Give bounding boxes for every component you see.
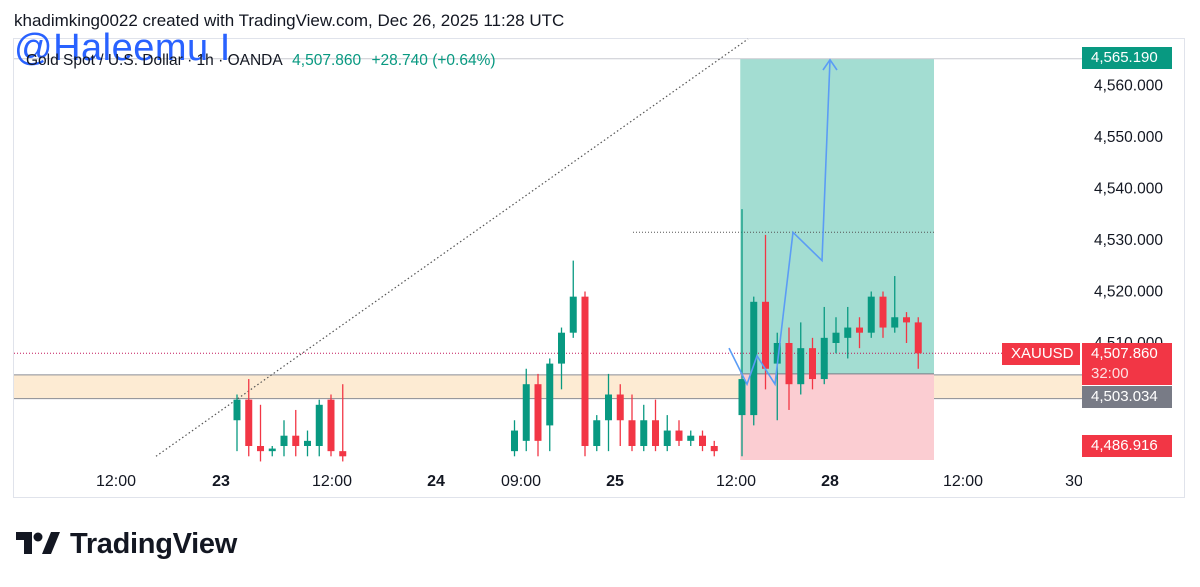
candle-body bbox=[304, 440, 311, 446]
candle-body bbox=[511, 430, 518, 452]
ticker-badge: XAUUSD bbox=[1002, 343, 1080, 365]
symbol-change: +28.740 (+0.64%) bbox=[371, 52, 496, 69]
candle-body bbox=[268, 448, 276, 452]
candle-body bbox=[914, 322, 922, 354]
x-axis-tick-label: 23 bbox=[212, 473, 230, 490]
candle-body bbox=[879, 296, 887, 328]
candle-body bbox=[750, 301, 758, 416]
candle-body bbox=[522, 384, 530, 441]
candle-body bbox=[856, 327, 863, 333]
candle-body bbox=[546, 363, 554, 426]
symbol-name: Gold Spot / U.S. Dollar · 1h · OANDA bbox=[26, 52, 282, 69]
x-axis-tick-label: 30 bbox=[1065, 473, 1083, 490]
loss-zone bbox=[740, 373, 934, 460]
tradingview-logo-text: TradingView bbox=[70, 527, 237, 560]
candle-body bbox=[891, 317, 899, 328]
x-axis-tick-label: 25 bbox=[606, 473, 624, 490]
candle-body bbox=[292, 435, 300, 446]
symbol-legend[interactable]: Gold Spot / U.S. Dollar · 1h · OANDA 4,5… bbox=[26, 52, 496, 70]
chart-frame[interactable] bbox=[13, 38, 1185, 498]
x-axis-tick-label: 24 bbox=[427, 473, 445, 490]
y-axis-tick-label: 4,540.000 bbox=[1094, 181, 1163, 198]
x-axis-right-mask bbox=[1082, 467, 1182, 497]
candle-body bbox=[605, 394, 612, 421]
candle-body bbox=[762, 301, 769, 369]
candle-body bbox=[593, 420, 601, 446]
x-axis-tick-label: 09:00 bbox=[501, 473, 541, 490]
candle-body bbox=[820, 337, 828, 380]
candle-body bbox=[534, 384, 542, 441]
profit-zone bbox=[740, 58, 934, 374]
projection-arrowhead bbox=[822, 58, 838, 71]
x-axis-tick-label: 12:00 bbox=[312, 473, 352, 490]
candle-body bbox=[785, 343, 793, 385]
candle-body bbox=[558, 332, 565, 364]
y-axis-tick-label: 4,530.000 bbox=[1094, 232, 1163, 249]
entry-price-badge: 4,503.034 bbox=[1082, 386, 1172, 408]
candle-body bbox=[699, 435, 706, 446]
candle-body bbox=[233, 399, 241, 421]
x-axis-tick-label: 28 bbox=[821, 473, 839, 490]
candle-body bbox=[640, 420, 648, 446]
target-price-badge: 4,565.190 bbox=[1082, 47, 1172, 69]
candle-body bbox=[844, 327, 852, 338]
candle-body bbox=[903, 317, 910, 323]
candle-body bbox=[832, 332, 840, 343]
candle-body bbox=[687, 435, 695, 441]
candle-body bbox=[773, 343, 781, 364]
projection-path bbox=[728, 59, 831, 387]
ascending-trendline bbox=[155, 38, 749, 457]
watermark-text: @Haleemu I bbox=[14, 27, 231, 69]
candle-body bbox=[245, 399, 253, 446]
candle-body bbox=[616, 394, 624, 421]
candle-body bbox=[710, 446, 718, 452]
x-axis-tick-label: 12:00 bbox=[716, 473, 756, 490]
candle-body bbox=[339, 451, 347, 457]
candle-body bbox=[675, 430, 683, 441]
candle-body bbox=[663, 430, 671, 446]
x-axis-tick-label: 12:00 bbox=[943, 473, 983, 490]
candle-body bbox=[652, 420, 659, 446]
symbol-price: 4,507.860 bbox=[292, 52, 362, 69]
y-axis-tick-label: 4,550.000 bbox=[1094, 129, 1163, 146]
candle-body bbox=[628, 420, 636, 446]
stop-price-badge: 4,486.916 bbox=[1082, 435, 1172, 457]
chart-caption: khadimking0022 created with TradingView.… bbox=[14, 11, 565, 30]
candle-body bbox=[738, 379, 746, 416]
tradingview-logo-icon bbox=[16, 532, 60, 554]
candle-body bbox=[257, 446, 264, 452]
candle-body bbox=[809, 348, 816, 380]
candle-body bbox=[797, 348, 805, 385]
y-axis-tick-label: 4,520.000 bbox=[1094, 284, 1163, 301]
last-price-badge: 4,507.860 bbox=[1082, 343, 1172, 365]
x-axis-tick-label: 12:00 bbox=[96, 473, 136, 490]
candle-body bbox=[327, 399, 335, 452]
candle-body bbox=[315, 404, 323, 446]
tradingview-logo[interactable]: TradingView bbox=[16, 526, 237, 562]
bar-countdown-badge: 32:00 bbox=[1082, 363, 1172, 385]
y-axis-tick-label: 4,560.000 bbox=[1094, 78, 1163, 95]
candle-body bbox=[280, 435, 288, 446]
candle-body bbox=[581, 296, 589, 446]
candle-body bbox=[867, 296, 875, 333]
candle-body bbox=[569, 296, 577, 333]
